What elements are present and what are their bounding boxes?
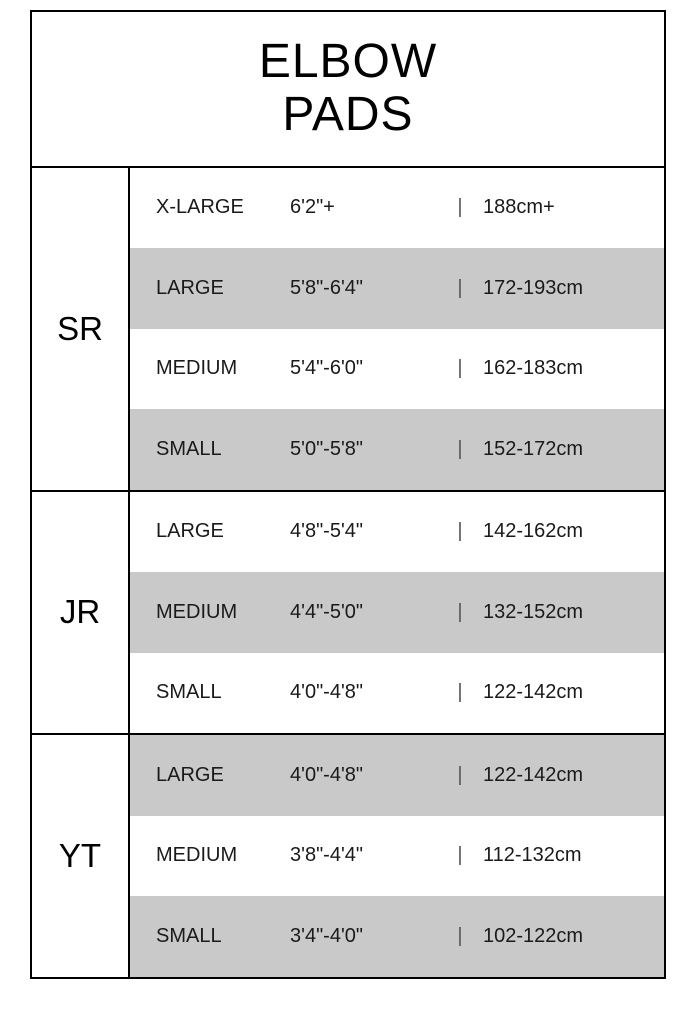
size-row: MEDIUM4'4"-5'0"|132-152cm [130,572,664,653]
height-imperial: 5'8"-6'4" [290,277,445,300]
height-imperial: 5'0"-5'8" [290,438,445,461]
height-metric: 102-122cm [475,925,664,948]
size-label: MEDIUM [130,601,290,624]
size-label: LARGE [130,764,290,787]
size-row: X-LARGE6'2"+|188cm+ [130,168,664,249]
title-line-1: ELBOW [259,35,437,88]
size-label: LARGE [130,277,290,300]
size-chart: ELBOW PADS SRX-LARGE6'2"+|188cm+LARGE5'8… [30,10,666,979]
size-row: SMALL4'0"-4'8"|122-142cm [130,653,664,734]
separator: | [445,844,475,867]
rows-container: LARGE4'0"-4'8"|122-142cmMEDIUM3'8"-4'4"|… [130,735,664,977]
height-imperial: 4'8"-5'4" [290,520,445,543]
size-label: X-LARGE [130,196,290,219]
separator: | [445,681,475,704]
size-label: LARGE [130,520,290,543]
height-imperial: 6'2"+ [290,196,445,219]
size-row: LARGE5'8"-6'4"|172-193cm [130,248,664,329]
size-row: LARGE4'0"-4'8"|122-142cm [130,735,664,816]
category-label: SR [32,168,130,490]
title-line-2: PADS [282,88,413,141]
separator: | [445,520,475,543]
size-label: MEDIUM [130,357,290,380]
separator: | [445,357,475,380]
size-group: SRX-LARGE6'2"+|188cm+LARGE5'8"-6'4"|172-… [32,168,664,492]
height-metric: 152-172cm [475,438,664,461]
size-row: MEDIUM3'8"-4'4"|112-132cm [130,816,664,897]
height-metric: 132-152cm [475,601,664,624]
size-label: SMALL [130,438,290,461]
height-metric: 162-183cm [475,357,664,380]
separator: | [445,438,475,461]
size-row: MEDIUM5'4"-6'0"|162-183cm [130,329,664,410]
rows-container: LARGE4'8"-5'4"|142-162cmMEDIUM4'4"-5'0"|… [130,492,664,734]
rows-container: X-LARGE6'2"+|188cm+LARGE5'8"-6'4"|172-19… [130,168,664,490]
separator: | [445,196,475,219]
separator: | [445,277,475,300]
category-label: YT [32,735,130,977]
height-metric: 122-142cm [475,764,664,787]
height-imperial: 4'4"-5'0" [290,601,445,624]
size-row: SMALL3'4"-4'0"|102-122cm [130,896,664,977]
height-metric: 188cm+ [475,196,664,219]
height-metric: 112-132cm [475,844,664,867]
height-metric: 142-162cm [475,520,664,543]
height-imperial: 5'4"-6'0" [290,357,445,380]
size-group: JRLARGE4'8"-5'4"|142-162cmMEDIUM4'4"-5'0… [32,492,664,736]
size-row: SMALL5'0"-5'8"|152-172cm [130,409,664,490]
separator: | [445,925,475,948]
size-group: YTLARGE4'0"-4'8"|122-142cmMEDIUM3'8"-4'4… [32,735,664,977]
size-row: LARGE4'8"-5'4"|142-162cm [130,492,664,573]
separator: | [445,601,475,624]
height-metric: 172-193cm [475,277,664,300]
category-label: JR [32,492,130,734]
chart-title: ELBOW PADS [32,36,664,142]
height-imperial: 4'0"-4'8" [290,764,445,787]
separator: | [445,764,475,787]
height-metric: 122-142cm [475,681,664,704]
height-imperial: 3'8"-4'4" [290,844,445,867]
size-label: MEDIUM [130,844,290,867]
size-label: SMALL [130,681,290,704]
groups-container: SRX-LARGE6'2"+|188cm+LARGE5'8"-6'4"|172-… [32,168,664,977]
height-imperial: 4'0"-4'8" [290,681,445,704]
size-label: SMALL [130,925,290,948]
height-imperial: 3'4"-4'0" [290,925,445,948]
chart-title-row: ELBOW PADS [32,12,664,168]
